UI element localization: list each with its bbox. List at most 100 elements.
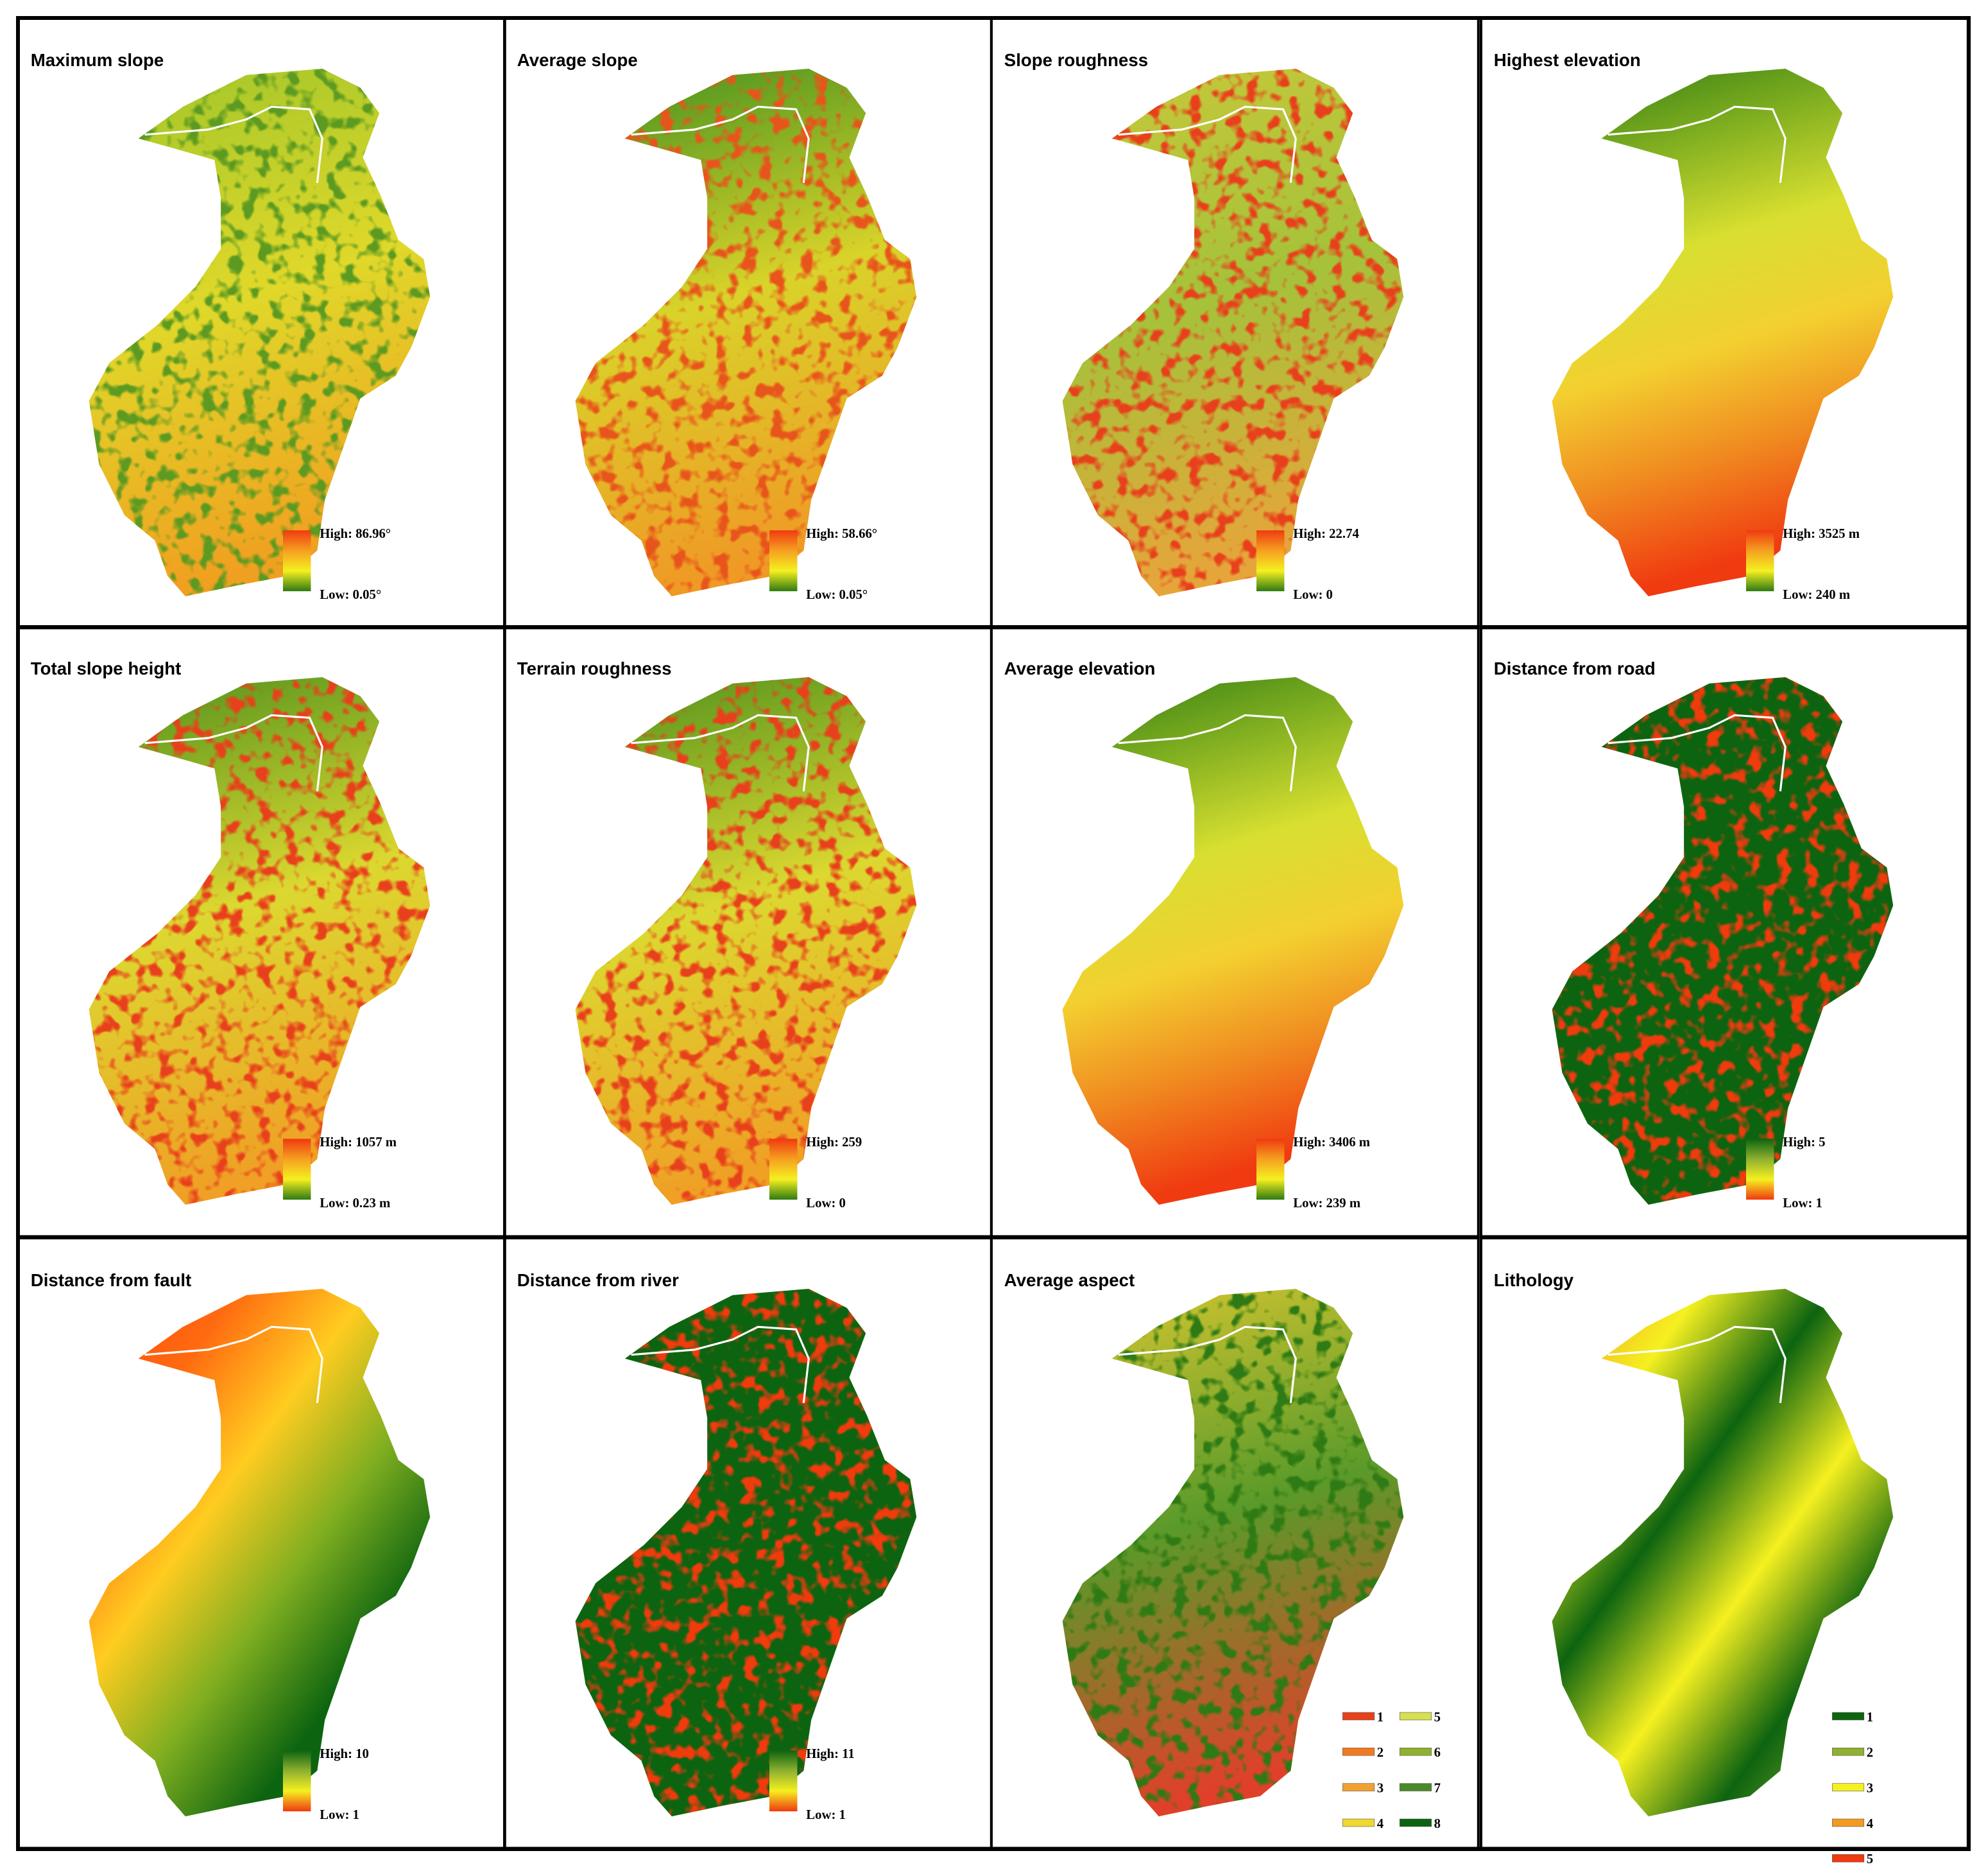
panel-title: Total slope height (31, 659, 182, 678)
legend-high: High: 11 (806, 1747, 854, 1761)
panel: Distance from river High: 11 Low: 1 (503, 1237, 993, 1850)
legend-label: 8 (1434, 1817, 1441, 1831)
legend-swatch (1832, 1854, 1865, 1863)
legend-label: 1 (1377, 1710, 1384, 1725)
panel-title: Distance from fault (31, 1270, 192, 1290)
legend-colorbar (1256, 1139, 1285, 1200)
river (1607, 714, 1787, 792)
legend-swatch (1832, 1748, 1865, 1756)
river (631, 714, 810, 792)
legend-colorbar (769, 530, 798, 592)
map-texture (575, 69, 917, 597)
legend-high: High: 10 (320, 1747, 369, 1761)
legend-swatch (1342, 1748, 1375, 1756)
legend-low: Low: 0.05° (806, 588, 868, 602)
legend-label: 6 (1434, 1746, 1441, 1760)
panel-title: Average slope (517, 50, 638, 70)
legend-label: 1 (1867, 1710, 1873, 1725)
panel: Terrain roughness High: 259 Low: 0 (503, 625, 993, 1238)
legend-high: High: 259 (806, 1135, 862, 1150)
legend-swatch (1399, 1783, 1432, 1791)
legend-colorbar (1256, 530, 1285, 592)
panel: Average aspect 1 2 3 4 5 6 7 8 (990, 1237, 1480, 1850)
legend-swatch (1342, 1712, 1375, 1721)
map-texture (1062, 1289, 1404, 1817)
legend-swatch (1832, 1783, 1865, 1791)
map-region (89, 1289, 431, 1817)
legend-low: Low: 0.05° (320, 588, 381, 602)
legend-low: Low: 0 (806, 1196, 846, 1210)
legend-low: Low: 239 m (1293, 1196, 1360, 1210)
map-texture (575, 1289, 917, 1817)
legend-high: High: 58.66° (806, 527, 877, 541)
legend-label: 4 (1867, 1817, 1873, 1831)
map-region (1062, 677, 1404, 1205)
figure-border (16, 16, 1971, 1851)
legend-colorbar (769, 1139, 798, 1200)
legend-label: 5 (1867, 1852, 1873, 1866)
panel-title: Maximum slope (31, 50, 164, 70)
legend-colorbar (1745, 530, 1774, 592)
legend-high: High: 5 (1783, 1135, 1825, 1150)
map-region (1552, 1289, 1894, 1817)
river (1607, 1325, 1787, 1404)
legend-low: Low: 0.23 m (320, 1196, 390, 1210)
panel: Highest elevation High: 3525 m Low: 240 m (1480, 17, 1969, 630)
legend-high: High: 22.74 (1293, 527, 1359, 541)
legend-low: Low: 240 m (1783, 588, 1850, 602)
panel-title: Highest elevation (1494, 50, 1641, 70)
river (631, 1325, 810, 1404)
legend-colorbar (1745, 1139, 1774, 1200)
map-texture (1062, 69, 1404, 597)
legend-low: Low: 1 (806, 1808, 846, 1822)
legend-swatch (1342, 1818, 1375, 1827)
legend-low: Low: 1 (320, 1808, 359, 1822)
panel: Average elevation High: 3406 m Low: 239 m (990, 625, 1480, 1238)
legend-label: 4 (1377, 1817, 1384, 1831)
river (144, 714, 323, 792)
legend-label: 3 (1867, 1782, 1873, 1796)
river (1118, 714, 1297, 792)
legend-colorbar (769, 1750, 798, 1812)
legend-swatch (1399, 1818, 1432, 1827)
legend-high: High: 86.96° (320, 527, 391, 541)
river (1118, 105, 1297, 184)
legend-swatch (1399, 1712, 1432, 1721)
legend-high: High: 1057 m (320, 1135, 397, 1150)
river (144, 105, 323, 184)
legend-swatch (1399, 1748, 1432, 1756)
legend-low: Low: 0 (1293, 588, 1333, 602)
legend-label: 2 (1867, 1746, 1873, 1760)
legend-high: High: 3525 m (1783, 527, 1860, 541)
map-texture (1552, 677, 1894, 1205)
legend-label: 7 (1434, 1782, 1441, 1796)
legend-swatch (1342, 1783, 1375, 1791)
panel: Slope roughness High: 22.74 Low: 0 (990, 17, 1480, 630)
map-texture (89, 69, 431, 597)
legend-colorbar (282, 1750, 311, 1812)
river (1607, 105, 1787, 184)
panel-title: Average elevation (1004, 659, 1156, 678)
panel: Lithology 1 2 3 4 5 (1480, 1237, 1969, 1866)
legend-label: 3 (1377, 1782, 1384, 1796)
map-texture (89, 677, 431, 1205)
panel-title: Distance from road (1494, 659, 1656, 678)
legend-swatch (1832, 1712, 1865, 1721)
panel-title: Lithology (1494, 1270, 1574, 1290)
map-region (1552, 69, 1894, 597)
river (144, 1325, 323, 1404)
legend-label: 5 (1434, 1710, 1441, 1725)
panel-border (990, 625, 1480, 1238)
panel: Distance from road High: 5 Low: 1 (1480, 625, 1969, 1238)
river (631, 105, 810, 184)
panel: Total slope height High: 1057 m Low: 0.23 … (17, 625, 506, 1238)
legend-low: Low: 1 (1783, 1196, 1822, 1210)
panel-title: Slope roughness (1004, 50, 1148, 70)
legend-high: High: 3406 m (1293, 1135, 1370, 1150)
panel-title: Average aspect (1004, 1270, 1135, 1290)
legend-swatch (1832, 1818, 1865, 1827)
legend-colorbar (282, 1139, 311, 1200)
panel-title: Distance from river (517, 1270, 679, 1290)
panel: Average slope High: 58.66° Low: 0.05° (503, 17, 993, 630)
